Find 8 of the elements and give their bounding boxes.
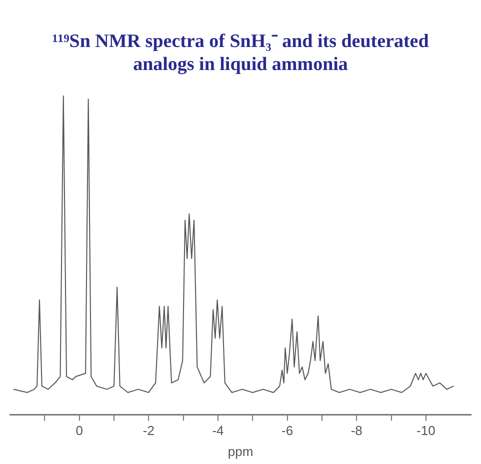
- x-tick-label: -2: [142, 423, 154, 438]
- x-axis-title: ppm: [228, 444, 254, 459]
- x-tick-label: -4: [212, 423, 224, 438]
- x-tick-label: -6: [282, 423, 294, 438]
- x-tick-label: 0: [76, 423, 83, 438]
- chart-title: ¹¹⁹Sn NMR spectra of SnH₃⁻ and its deuterated analogs in liquid ammonia: [51, 30, 430, 77]
- x-tick-label: -8: [350, 423, 362, 438]
- x-tick-label: -10: [416, 423, 436, 438]
